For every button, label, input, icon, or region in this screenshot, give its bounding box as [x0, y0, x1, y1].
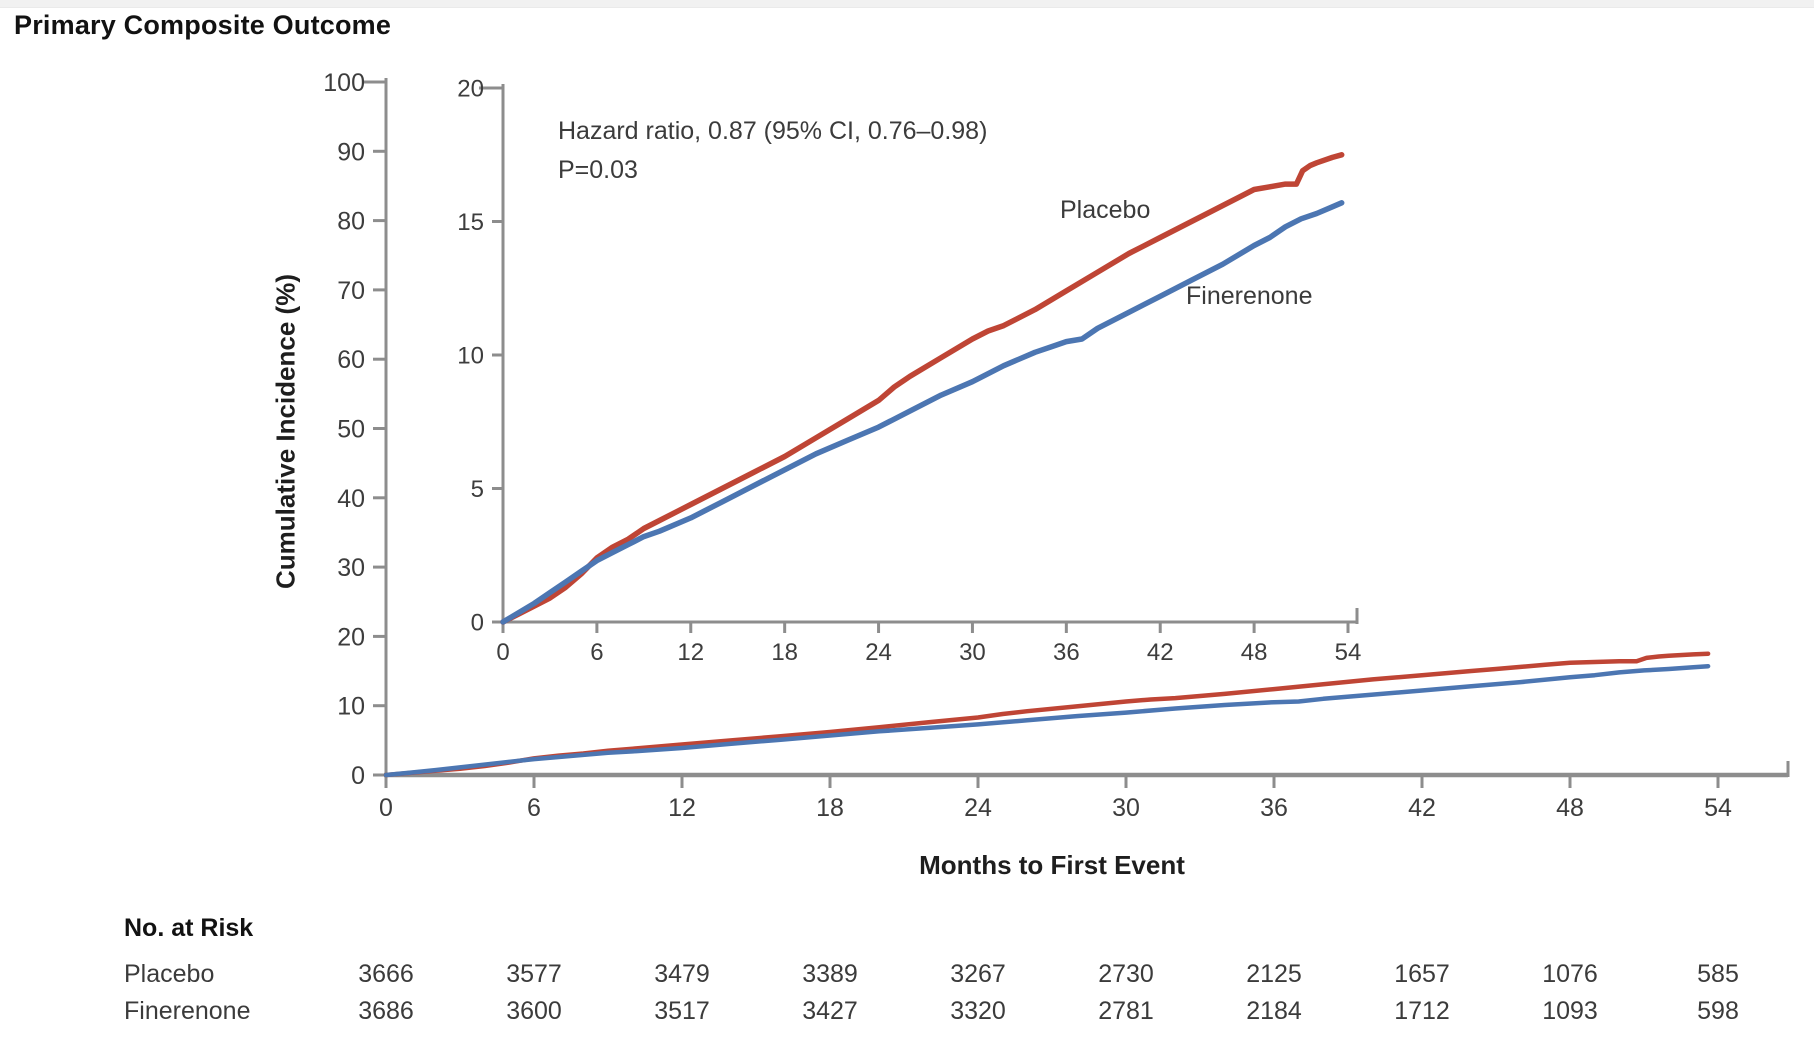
risk-row-label-finerenone: Finerenone [124, 997, 251, 1025]
risk-value: 2184 [1246, 997, 1302, 1025]
main-y-tick-label: 70 [337, 277, 365, 305]
main-y-tick-label: 0 [351, 762, 365, 790]
risk-table-heading: No. at Risk [124, 914, 254, 942]
risk-value: 2125 [1246, 960, 1302, 988]
risk-value: 598 [1697, 997, 1739, 1025]
placebo-curve-label: Placebo [1060, 196, 1151, 224]
x-axis-title: Months to First Event [919, 850, 1185, 880]
inset-y-tick-label: 20 [457, 76, 484, 103]
main-y-tick-label: 50 [337, 416, 365, 444]
inset-y-tick-label: 0 [471, 610, 484, 637]
risk-value: 1657 [1394, 960, 1450, 988]
main-y-tick-label: 10 [337, 693, 365, 721]
finerenone-curve-label: Finerenone [1186, 282, 1313, 310]
main-x-tick-label: 6 [527, 794, 541, 822]
main-x-tick-label: 30 [1112, 794, 1140, 822]
inset-x-tick-label: 6 [590, 639, 603, 666]
risk-value: 3577 [506, 960, 562, 988]
main-y-tick-label: 100 [323, 69, 365, 97]
inset-x-tick-label: 18 [771, 639, 798, 666]
main-x-tick-label: 18 [816, 794, 844, 822]
main-x-tick-label: 12 [668, 794, 696, 822]
risk-value: 3666 [358, 960, 414, 988]
figure-title: Primary Composite Outcome [14, 10, 392, 40]
main-x-tick-label: 36 [1260, 794, 1288, 822]
main-x-tick-label: 54 [1704, 794, 1732, 822]
main-x-tick-label: 48 [1556, 794, 1584, 822]
hazard-annotation: Hazard ratio, 0.87 (95% CI, 0.76–0.98) P… [558, 112, 987, 190]
inset-y-tick-label: 15 [457, 209, 484, 236]
risk-row-label-placebo: Placebo [124, 960, 215, 988]
main-y-tick-label: 20 [337, 623, 365, 651]
inset-x-tick-label: 12 [677, 639, 704, 666]
main-x-tick-label: 42 [1408, 794, 1436, 822]
risk-value: 3320 [950, 997, 1006, 1025]
window-top-strip [0, 0, 1814, 8]
risk-value: 3389 [802, 960, 858, 988]
risk-value: 1076 [1542, 960, 1598, 988]
risk-value: 1712 [1394, 997, 1450, 1025]
inset-x-tick-label: 30 [959, 639, 986, 666]
risk-value: 2781 [1098, 997, 1154, 1025]
y-axis-title: Cumulative Incidence (%) [270, 274, 301, 589]
main-y-tick-label: 40 [337, 485, 365, 513]
main-x-tick-label: 24 [964, 794, 992, 822]
inset-finerenone-curve [500, 200, 1345, 625]
inset-y-tick-label: 5 [471, 476, 484, 503]
p-value-text: P=0.03 [558, 156, 638, 184]
main-y-tick-label: 30 [337, 554, 365, 582]
inset-x-tick-label: 36 [1053, 639, 1080, 666]
inset-x-tick-label: 48 [1241, 639, 1268, 666]
main-y-tick-label: 80 [337, 208, 365, 236]
main-y-tick-label: 60 [337, 346, 365, 374]
inset-x-tick-label: 0 [496, 639, 509, 666]
risk-value: 3686 [358, 997, 414, 1025]
risk-value: 2730 [1098, 960, 1154, 988]
hazard-ratio-text: Hazard ratio, 0.87 (95% CI, 0.76–0.98) [558, 117, 988, 145]
inset-x-tick-label: 42 [1147, 639, 1174, 666]
risk-value: 3479 [654, 960, 710, 988]
risk-value: 3600 [506, 997, 562, 1025]
main-finerenone-curve [383, 663, 1711, 778]
risk-value: 1093 [1542, 997, 1598, 1025]
inset-y-tick-label: 10 [457, 343, 484, 370]
inset-placebo-curve [500, 152, 1345, 625]
main-x-tick-label: 0 [379, 794, 393, 822]
main-y-tick-label: 90 [337, 138, 365, 166]
risk-value: 3517 [654, 997, 710, 1025]
inset-x-tick-label: 54 [1335, 639, 1362, 666]
inset-x-tick-label: 24 [865, 639, 892, 666]
risk-value: 3427 [802, 997, 858, 1025]
risk-value: 3267 [950, 960, 1006, 988]
risk-value: 585 [1697, 960, 1739, 988]
